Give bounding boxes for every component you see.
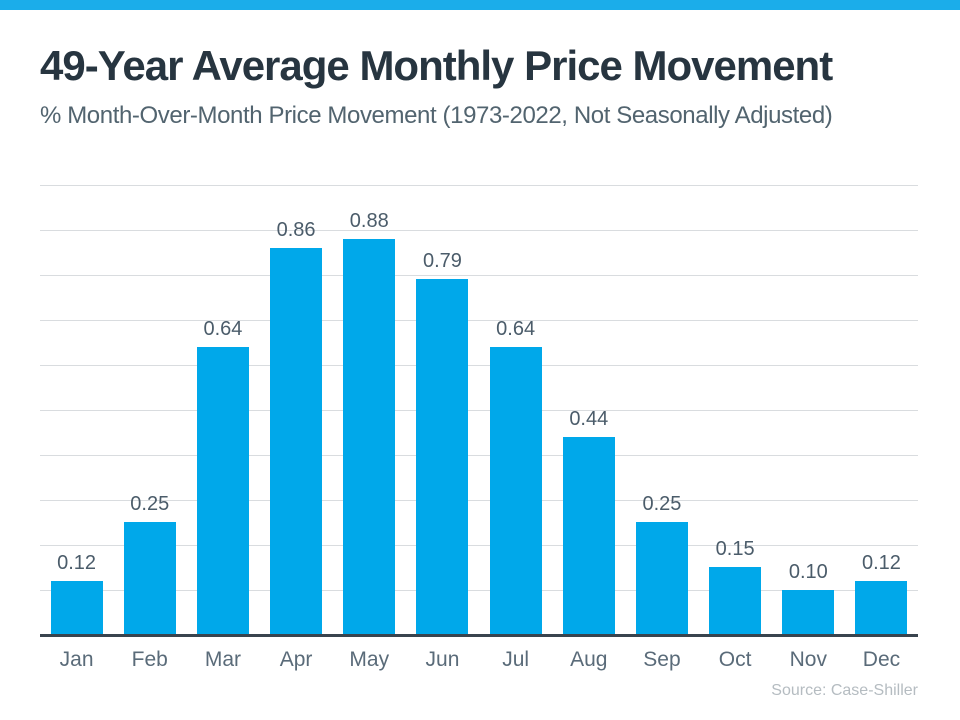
x-tick-label: Feb <box>131 648 168 671</box>
bar-slot: 0.15 <box>699 185 772 635</box>
bar-value-label: 0.12 <box>862 552 901 574</box>
x-tick-label: Sep <box>643 648 681 671</box>
x-tick-label: Apr <box>279 648 313 671</box>
bar-slot: 0.64 <box>186 185 259 635</box>
bar-value-label: 0.64 <box>203 318 243 340</box>
bar-slot: 0.64 <box>479 185 552 635</box>
x-tick-label: Jan <box>59 648 94 671</box>
x-axis-labels: Jan Feb Mar Apr May Jun Jul Aug Sep Oct Nov Dec <box>40 648 918 672</box>
bar-value-label: 0.25 <box>642 493 682 515</box>
x-tick-label: Mar <box>204 648 242 671</box>
gridline <box>40 320 918 321</box>
bar-slot: 0.25 <box>625 185 698 635</box>
bar-slot: 0.44 <box>552 185 625 635</box>
bar <box>343 239 396 635</box>
gridline <box>40 500 918 501</box>
page-title: 49-Year Average Monthly Price Movement <box>40 42 833 89</box>
bar-value-label: 0.15 <box>715 538 755 560</box>
bar-value-label: 0.25 <box>130 493 170 515</box>
bars-container: 0.12 0.25 0.64 0.86 0.88 0.79 0.64 0.44 0.25 0.15… <box>40 185 918 635</box>
gridline <box>40 275 918 276</box>
gridline <box>40 455 918 456</box>
bar-slot: 0.12 <box>40 185 113 635</box>
bar-slot: 0.25 <box>113 185 186 635</box>
bar-slot: 0.12 <box>845 185 918 635</box>
bar-value-label: 0.79 <box>422 250 462 272</box>
bar <box>489 347 542 635</box>
top-accent-band <box>0 0 960 10</box>
bar <box>855 581 908 635</box>
gridline <box>40 185 918 186</box>
gridline <box>40 365 918 366</box>
bar-chart-plot-area: 0.12 0.25 0.64 0.86 0.88 0.79 0.64 0.44 0.25 0.15… <box>40 185 918 637</box>
bar-slot: 0.86 <box>260 185 333 635</box>
x-tick-label: Jul <box>502 648 530 671</box>
x-tick-label: Dec <box>862 648 901 671</box>
bar <box>562 437 615 635</box>
bar-value-label: 0.88 <box>349 210 389 232</box>
bar <box>782 590 835 635</box>
bar-value-label: 0.86 <box>276 219 316 241</box>
x-tick-label: May <box>349 648 390 671</box>
x-tick-label: Jun <box>425 648 460 671</box>
bar <box>50 581 103 635</box>
chart-subtitle: % Month-Over-Month Price Movement (1973-… <box>40 102 833 129</box>
x-axis-line <box>40 634 918 637</box>
bar-value-label: 0.44 <box>569 408 609 430</box>
bar <box>635 522 688 635</box>
gridline <box>40 545 918 546</box>
bar <box>416 279 469 635</box>
bar <box>709 567 762 635</box>
bar-slot: 0.88 <box>333 185 406 635</box>
bar-slot: 0.10 <box>772 185 845 635</box>
bar <box>270 248 323 635</box>
bar-value-label: 0.10 <box>788 561 828 583</box>
x-tick-label: Nov <box>789 648 827 671</box>
bar-slot: 0.79 <box>406 185 479 635</box>
bar <box>196 347 249 635</box>
x-tick-label: Aug <box>570 648 608 671</box>
bar <box>123 522 176 635</box>
x-tick-label: Oct <box>718 648 752 671</box>
bar-value-label: 0.12 <box>57 552 97 574</box>
source-caption: Source: Case-Shiller <box>771 682 918 699</box>
gridline <box>40 410 918 411</box>
bar-value-label: 0.64 <box>496 318 536 340</box>
gridline <box>40 590 918 591</box>
gridline <box>40 230 918 231</box>
